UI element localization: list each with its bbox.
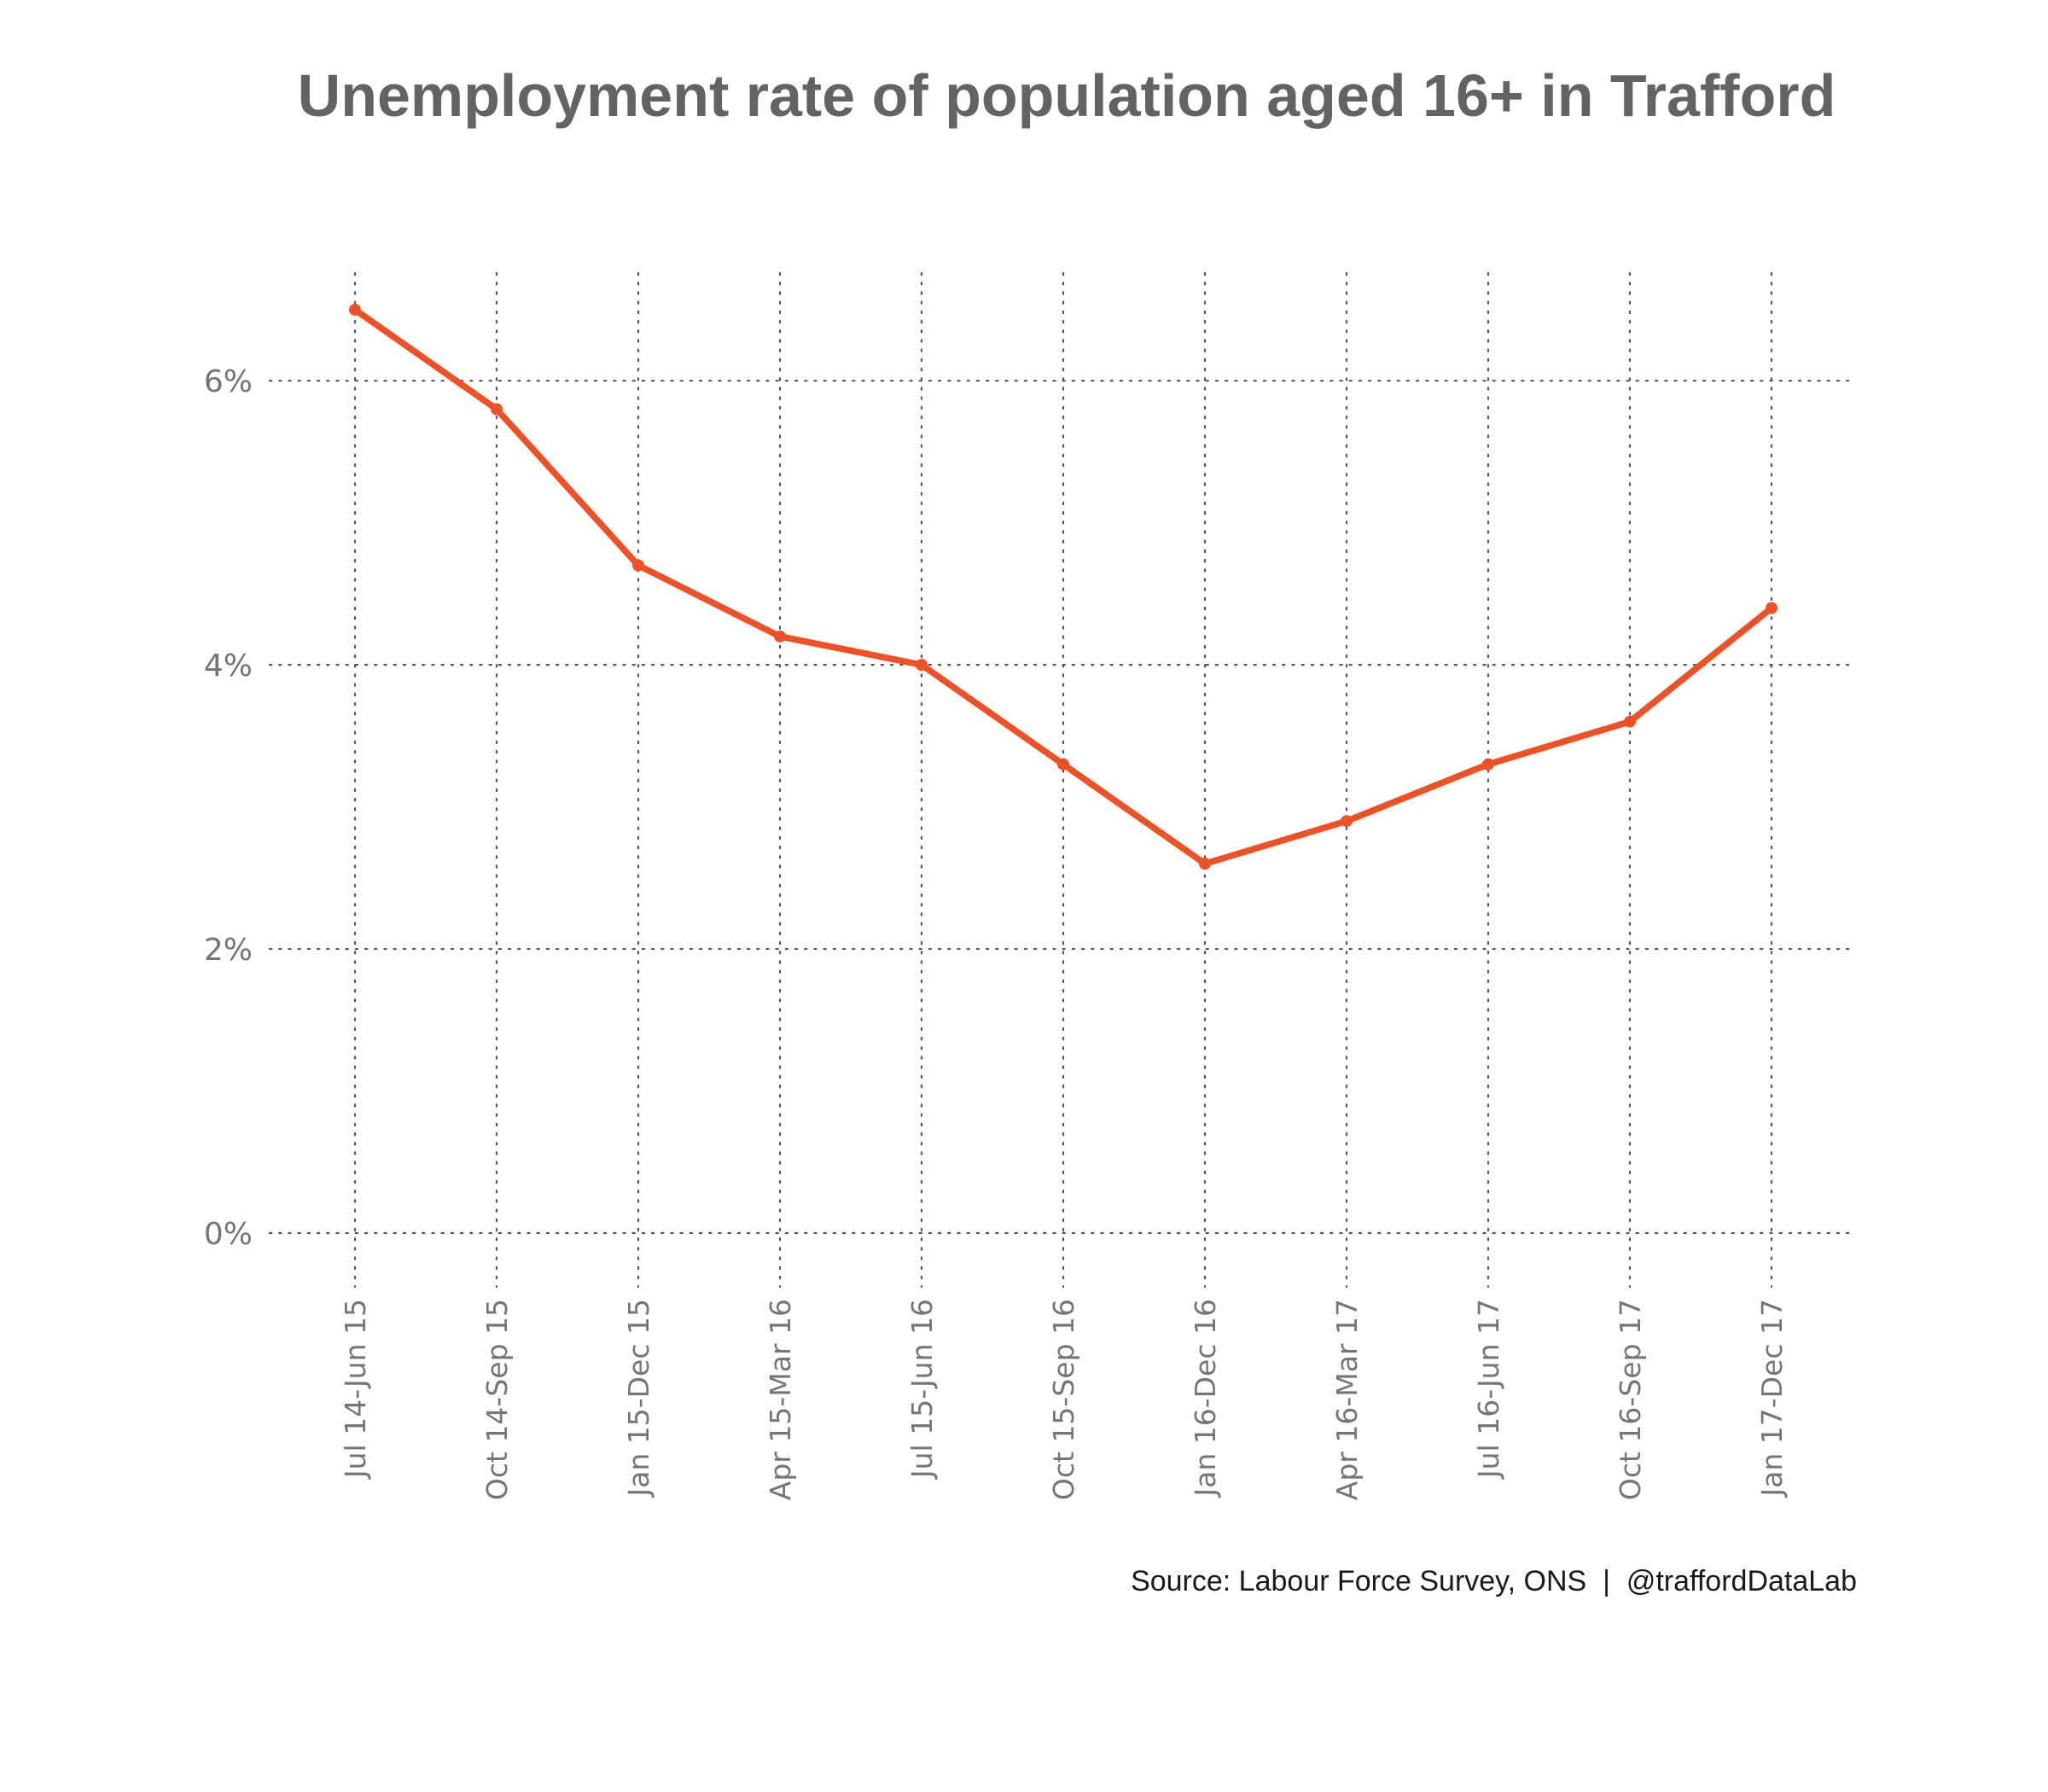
x-tick-label: Jan 17-Dec 17	[1755, 1299, 1789, 1498]
x-tick-label: Jul 16-Jun 17	[1472, 1299, 1505, 1480]
chart-title: Unemployment rate of population aged 16+…	[297, 62, 1836, 129]
x-tick-label: Jan 16-Dec 16	[1189, 1299, 1222, 1498]
x-tick-label: Oct 15-Sep 16	[1047, 1299, 1080, 1500]
data-point	[1341, 815, 1353, 828]
data-point	[1482, 758, 1494, 771]
x-tick-label: Apr 15-Mar 16	[764, 1299, 797, 1500]
data-point	[916, 659, 928, 672]
x-tick-label: Jan 15-Dec 15	[622, 1299, 655, 1498]
data-point	[349, 303, 361, 316]
chart-caption: Source: Labour Force Survey, ONS | @traf…	[1131, 1565, 1857, 1597]
data-point	[1624, 715, 1636, 728]
data-point	[1766, 602, 1777, 614]
series-layer	[349, 303, 1777, 870]
x-tick-label: Jul 15-Jun 16	[905, 1299, 939, 1480]
x-axis-ticks: Jul 14-Jun 15 Oct 14-Sep 15 Jan 15-Dec 15 A…	[339, 1299, 1789, 1500]
y-axis-ticks: 0% 2% 4% 6%	[204, 364, 253, 1252]
data-point	[491, 403, 503, 416]
data-point	[1057, 758, 1069, 771]
y-tick-label: 4%	[204, 649, 253, 684]
y-tick-label: 6%	[204, 364, 253, 399]
x-tick-label: Oct 16-Sep 17	[1614, 1299, 1647, 1500]
x-tick-label: Jul 14-Jun 15	[339, 1299, 372, 1480]
y-tick-label: 2%	[204, 933, 253, 968]
data-point	[632, 559, 644, 572]
x-tick-label: Apr 16-Mar 17	[1330, 1299, 1364, 1500]
y-tick-label: 0%	[204, 1217, 253, 1252]
grid-lines	[268, 271, 1853, 1289]
data-point	[1199, 858, 1211, 870]
x-tick-label: Oct 14-Sep 15	[480, 1299, 514, 1500]
data-point	[774, 630, 786, 643]
